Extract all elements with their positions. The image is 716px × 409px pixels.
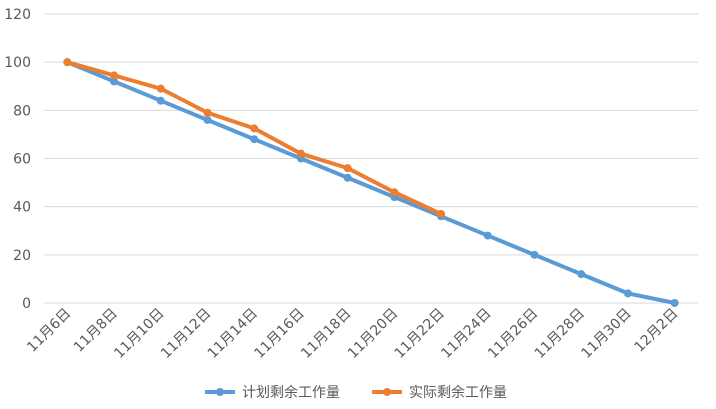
- series-line: [65, 60, 677, 305]
- x-tick-label: 11月18日: [298, 306, 354, 362]
- data-point: [250, 135, 259, 144]
- y-tick-label: 100: [4, 55, 31, 71]
- data-point: [437, 209, 446, 218]
- data-point: [296, 149, 305, 158]
- data-point: [483, 231, 492, 240]
- x-tick-label: 11月16日: [251, 306, 307, 362]
- data-point: [110, 77, 119, 86]
- data-point: [343, 173, 352, 182]
- data-point: [156, 96, 165, 105]
- x-tick-label: 11月12日: [158, 306, 214, 362]
- data-point: [343, 164, 352, 173]
- data-point: [203, 108, 212, 117]
- x-tick-label: 11月6日: [24, 306, 74, 356]
- legend: 计划剩余工作量 实际剩余工作量: [205, 384, 507, 401]
- data-point: [203, 115, 212, 124]
- x-tick-label: 12月2日: [631, 306, 681, 356]
- data-point: [156, 84, 165, 93]
- y-tick-label: 0: [22, 296, 31, 312]
- x-tick-label: 11月20日: [345, 306, 401, 362]
- data-point: [670, 299, 679, 307]
- legend-swatch-marker: [383, 388, 391, 396]
- data-point: [63, 58, 72, 67]
- x-tick-label: 11月14日: [205, 306, 261, 362]
- series-1: [63, 58, 679, 307]
- data-point: [577, 270, 586, 279]
- legend-label: 实际剩余工作量: [409, 384, 507, 401]
- x-tick-label: 11月24日: [438, 306, 494, 362]
- data-point: [250, 124, 259, 133]
- gridlines: [44, 13, 698, 304]
- legend-item: 计划剩余工作量: [205, 384, 340, 401]
- data-point: [530, 250, 539, 259]
- y-tick-label: 120: [4, 7, 31, 23]
- series-2: [63, 58, 446, 218]
- x-tick-label: 11月28日: [532, 306, 588, 362]
- legend-item: 实际剩余工作量: [372, 384, 507, 401]
- x-tick-label: 11月22日: [392, 306, 448, 362]
- y-tick-label: 60: [13, 152, 31, 168]
- data-point: [390, 188, 399, 197]
- x-tick-label: 11月30日: [578, 306, 634, 362]
- legend-swatch-marker: [216, 388, 224, 396]
- x-axis-ticks: 11月6日11月8日11月10日11月12日11月14日11月16日11月18日…: [24, 306, 681, 362]
- y-tick-label: 20: [13, 248, 31, 264]
- data-point: [110, 71, 119, 80]
- y-axis-ticks: 0 20 40 60 80 100 120: [4, 7, 31, 312]
- x-tick-label: 11月26日: [485, 306, 541, 362]
- x-tick-label: 11月10日: [111, 306, 167, 362]
- y-tick-label: 80: [13, 103, 31, 119]
- y-tick-label: 40: [13, 200, 31, 216]
- data-point: [623, 289, 632, 298]
- legend-label: 计划剩余工作量: [242, 384, 340, 401]
